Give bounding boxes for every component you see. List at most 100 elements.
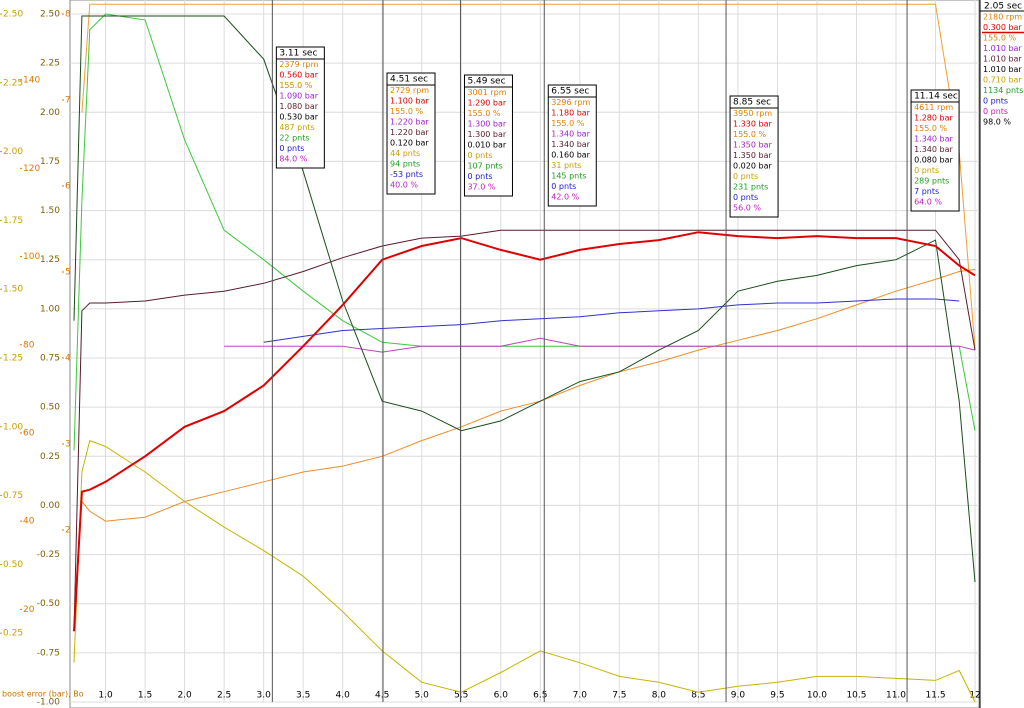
cursor-time: 11.14 sec [914,92,958,102]
panel-readout: 0 pnts [983,97,1008,106]
cursor-readout: 155.0 % [467,109,500,118]
series-line [73,439,976,703]
cursor-readout: 0.120 bar [390,139,429,148]
panel-readout: 1134 pnts [983,86,1023,95]
y-tick-label: -0.50 [37,599,61,609]
cursor-readout: 155.0 % [914,124,947,133]
cursor-readout: 0.530 bar [279,113,318,122]
x-tick-label: 4.0 [336,691,351,701]
y-tick-label: 1.50 [3,285,23,295]
cursor-readout: 94 pnts [390,160,420,169]
cursor-readout: 64.0 % [914,198,942,207]
cursor-readout: 31 pnts [551,161,581,170]
y-tick-label: 1.25 [40,255,60,265]
series-line [73,231,976,632]
cursor-readout: 0 pnts [733,172,758,181]
y-tick-label: 0.00 [40,501,60,511]
y-tick-label: 0.25 [40,452,60,462]
cursor-readout: 155.0 % [733,130,766,139]
x-tick-label: 9.5 [770,691,784,701]
y-tick-label: 1.25 [3,354,23,364]
x-tick-label: 11.5 [926,691,946,701]
x-tick-label: 11.0 [886,691,906,701]
cursor-readout: 1.340 bar [914,135,953,144]
cursor-readout: 1.290 bar [467,99,506,108]
panel-readout: 1.010 bar [983,44,1022,53]
series-line [263,298,960,343]
cursor-readout: 3001 rpm [467,88,506,97]
cursor-readout: 22 pnts [279,134,309,143]
cursor-readout: 107 pnts [467,162,502,171]
axis-label: boost error (bar), Bo [2,690,84,699]
panel-readout: 2180 rpm [983,13,1022,22]
y-tick-label: 100 [23,252,40,262]
y-tick-label: 80 [23,340,35,350]
series-line [81,269,976,522]
y-tick-label: 60 [23,428,35,438]
cursor-readout: 1.300 bar [467,120,506,129]
y-tick-label: 20 [23,605,35,615]
cursor-time: 6.55 sec [551,87,589,97]
x-tick-label: 2.0 [177,691,192,701]
x-tick-label: 3.5 [296,691,310,701]
cursor-readout: 1.350 bar [733,141,772,150]
cursor-readout: 37.0 % [467,183,495,192]
cursor-readout: 2379 rpm [279,60,318,69]
y-tick-label: 1.75 [40,157,60,167]
x-tick-label: 6.5 [533,691,547,701]
cursor-readout: 1.090 bar [279,92,318,101]
x-tick-label: 7.0 [573,691,588,701]
panel-readout: 1.010 bar [983,65,1022,74]
x-tick-label: 1.5 [138,691,152,701]
cursor-readout: 231 pnts [733,183,768,192]
x-tick-label: 8.5 [691,691,705,701]
y-tick-label: 4 [65,354,71,364]
cursor-readout: 1.280 bar [914,114,953,123]
cursor-readout: 0 pnts [914,166,939,175]
cursor-readout: 2729 rpm [390,86,429,95]
x-tick-label: 2.5 [217,691,231,701]
cursor-time: 5.49 sec [467,77,505,87]
cursor-readout: 1.340 bar [914,145,953,154]
x-tick-label: 6.0 [494,691,509,701]
cursor-readout: 0 pnts [551,182,576,191]
panel-readout: 155.0 % [983,34,1016,43]
cursor-readout: 1.220 bar [390,118,429,127]
series-line [224,337,976,353]
panel-readout: 98.0 % [983,118,1011,127]
y-tick-label: 5 [65,268,71,278]
panel-readout: 0.710 bar [983,76,1022,85]
y-tick-label: 40 [23,517,35,527]
cursor-readout: 0 pnts [279,144,304,153]
x-tick-label: 1.0 [98,691,113,701]
cursor-readout: 145 pnts [551,172,586,181]
x-tick-label: 7.5 [612,691,626,701]
y-tick-label: 2.25 [3,78,23,88]
series-line [73,15,976,583]
cursor-time: 3.11 sec [279,49,317,59]
x-tick-label: 5.0 [415,691,430,701]
cursor-readout: 40.0 % [390,181,418,190]
x-tick-label: 8.0 [652,691,667,701]
cursor-readout: 0.010 bar [467,141,506,150]
y-tick-label: 1.00 [40,304,60,314]
series-line [81,3,976,349]
cursor-box [463,74,513,197]
y-tick-label: 7 [65,96,71,106]
y-tick-label: -0.75 [37,648,60,658]
cursor-readout: 0.160 bar [551,151,590,160]
y-tick-label: 2.00 [40,108,60,118]
cursor-readout: 44 pnts [390,149,420,158]
y-tick-label: 2.00 [3,147,23,157]
x-tick-label: 10.0 [807,691,827,701]
cursor-readout: 155.0 % [279,81,312,90]
y-tick-label: 140 [23,76,40,86]
y-tick-label: 0.25 [3,629,23,639]
y-tick-label: 2 [65,526,71,536]
cursor-readout: 1.180 bar [551,109,590,118]
panel-readout: 0.300 bar [983,23,1022,32]
cursor-readout: 1.340 bar [551,130,590,139]
x-tick-label: 12 [969,691,980,701]
